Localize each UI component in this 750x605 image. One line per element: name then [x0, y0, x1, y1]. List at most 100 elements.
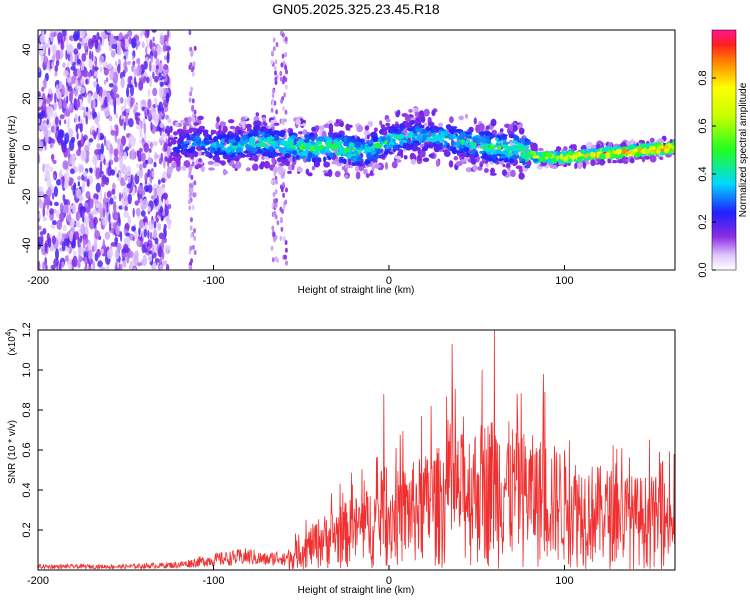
spectrogram-halo-cell [335, 118, 340, 125]
spectrogram-halo-cell [188, 165, 192, 173]
spectrogram-noise-cell [158, 101, 163, 112]
spectrogram-ridge-cell [486, 139, 492, 144]
spectrogram-noise-cell [126, 165, 132, 177]
spectrogram-noise-cell [44, 242, 47, 254]
spectrogram-noise-cell [132, 207, 135, 218]
spectrogram-noise-cell [143, 76, 147, 82]
spectrogram-noise-cell [139, 163, 143, 171]
spectrogram-ridge-cell [303, 150, 308, 157]
spectrogram-noise-cell [142, 254, 148, 267]
spectrogram-noise-cell [41, 234, 44, 245]
spectrogram-halo-cell [215, 122, 219, 130]
spectrogram-noise-cell [49, 166, 54, 173]
spectrogram-noise-cell [144, 172, 148, 183]
spectrogram-halo-cell [207, 160, 215, 165]
spectrogram-ridge-cell [368, 141, 372, 144]
spectrogram-ridge-cell [220, 138, 225, 144]
spectrogram-ridge-cell [243, 150, 250, 154]
spectrogram-streak-cell [273, 237, 276, 243]
spectrogram-ridge-cell [348, 142, 355, 149]
spectrogram-halo-cell [453, 155, 459, 161]
spectrogram-halo-cell [363, 168, 368, 175]
spectrogram-ridge-cell [435, 140, 441, 145]
spectrogram-noise-cell [152, 244, 155, 255]
spectrogram-noise-cell [79, 165, 84, 172]
spectrogram-noise-cell [107, 63, 113, 70]
spectrogram-ridge-cell [545, 152, 553, 158]
spectrogram-noise-cell [85, 246, 89, 253]
spectrogram-noise-cell [114, 212, 119, 221]
spectrogram-ridge-cell [203, 137, 209, 141]
spectrogram-noise-cell [96, 143, 101, 149]
spectrogram-noise-cell [73, 48, 79, 55]
spectrogram-halo-cell [555, 146, 562, 152]
spectrogram-halo-cell [630, 158, 635, 164]
spectrogram-noise-cell [68, 91, 73, 103]
spectrogram-noise-cell [136, 65, 139, 76]
spectrogram-halo-cell [552, 165, 558, 169]
spectrogram-halo-cell [431, 109, 436, 117]
spectrogram-streak-cell [281, 208, 284, 214]
spectrogram-noise-cell [100, 135, 105, 140]
spectrogram-ridge-cell [478, 136, 486, 143]
spectrogram-halo-cell [234, 161, 242, 169]
snr-y-tick-label: 0.4 [21, 482, 33, 497]
spectrogram-noise-cell [148, 250, 154, 255]
spectrogram-halo-cell [518, 127, 525, 135]
spectrogram-streak-cell [188, 30, 192, 36]
spectrogram-noise-cell [163, 64, 169, 71]
spectrogram-halo-cell [515, 165, 523, 170]
spectrogram-ridge-cell [655, 148, 661, 155]
spectrogram-noise-cell [117, 63, 121, 74]
spectrogram-noise-cell [38, 212, 41, 219]
spectrogram-noise-cell [132, 236, 135, 242]
spectrogram-halo-cell [590, 159, 596, 167]
spectrogram-noise-cell [98, 55, 105, 63]
spectrogram-noise-cell [42, 216, 48, 222]
spectrogram-noise-cell [89, 168, 93, 174]
spectrogram-noise-cell [60, 137, 64, 146]
spectrogram-noise-cell [157, 186, 163, 198]
spectrogram-noise-cell [163, 80, 169, 86]
spectrogram-noise-cell [106, 30, 113, 33]
spectrogram-halo-cell [278, 166, 283, 175]
spectrogram-noise-cell [42, 43, 46, 55]
spectrogram-noise-cell [100, 143, 105, 155]
colorbar-label: Normalized spectral amplitude [738, 82, 749, 217]
spectrogram-ridge-cell [436, 146, 440, 153]
spectrogram-noise-cell [85, 150, 90, 157]
spectrogram-noise-cell [127, 76, 132, 85]
spectrogram-noise-cell [119, 97, 124, 104]
spectrogram-noise-cell [147, 206, 151, 212]
spectrogram-halo-cell [385, 122, 391, 127]
spectrogram-ridge-cell [314, 142, 319, 149]
spectrogram-noise-cell [61, 232, 65, 241]
spectrogram-halo-cell [263, 160, 271, 169]
snr-y-tick-label: 0.2 [21, 522, 33, 537]
spectrogram-halo-cell [510, 169, 516, 177]
spectrogram-noise-cell [63, 233, 69, 239]
spectrogram-ridge-cell [234, 157, 240, 162]
spectrogram-noise-cell [55, 84, 59, 94]
snr-y-tick-label: 1.2 [21, 322, 33, 337]
spectrogram-ridge-cell [235, 147, 243, 154]
spectrogram-ridge-cell [511, 140, 517, 143]
spectrogram-noise-cell [67, 147, 71, 160]
spectrogram-ridge-cell [581, 150, 585, 154]
spectrogram-x-tick-label: -200 [27, 275, 49, 287]
spectrogram-halo-cell [287, 170, 292, 174]
spectrogram-noise-cell [123, 210, 130, 219]
spectrogram-halo-cell [490, 118, 497, 127]
spectrogram-noise-cell [46, 209, 49, 216]
spectrogram-noise-cell [60, 202, 63, 212]
spectrogram-ridge-cell [276, 139, 281, 146]
spectrogram-noise-cell [90, 198, 94, 204]
spectrogram-streak-cell [272, 46, 276, 52]
spectrogram-noise-cell [163, 133, 168, 138]
spectrogram-noise-cell [39, 196, 41, 204]
spectrogram-streak-cell [188, 264, 192, 270]
spectrogram-ridge-cell [519, 137, 525, 143]
spectrogram-ridge-cell [181, 144, 188, 149]
spectrogram-halo-cell [229, 125, 236, 130]
spectrogram-noise-cell [110, 50, 116, 58]
